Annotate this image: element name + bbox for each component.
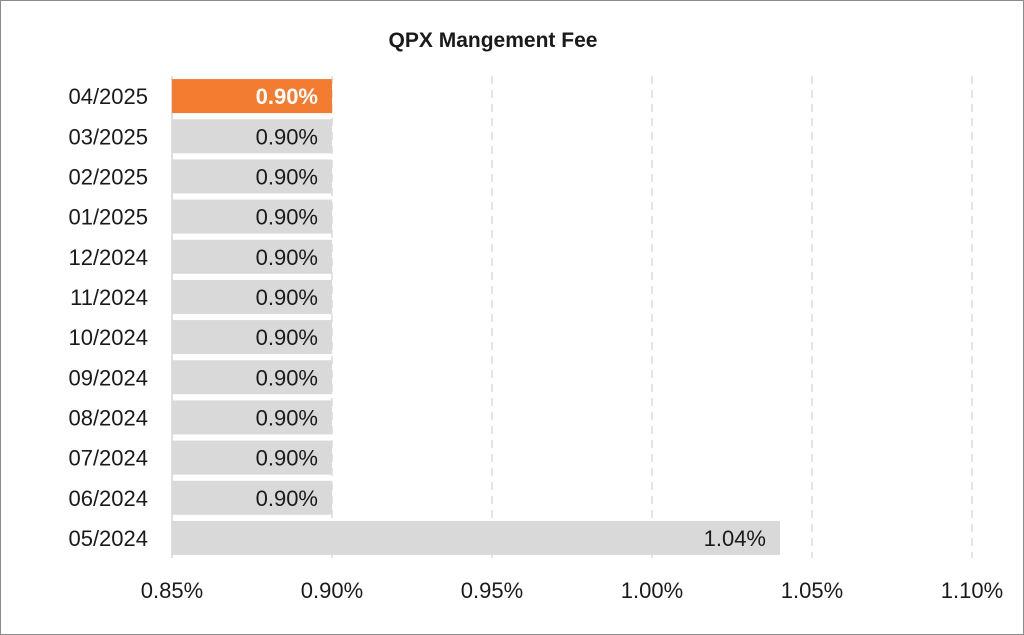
bar (172, 320, 332, 355)
category-label: 08/2024 (68, 405, 148, 430)
bar (172, 119, 332, 154)
value-label: 0.90% (256, 446, 318, 471)
value-label: 0.90% (256, 245, 318, 270)
bar-highlight (172, 79, 332, 114)
x-tick-label: 1.00% (621, 578, 683, 603)
value-label: 0.90% (256, 164, 318, 189)
value-label: 0.90% (256, 84, 318, 109)
value-labels: 0.90% 0.90% 0.90% 0.90% 0.90% 0.90% 0.90% 0.90%… (256, 84, 766, 551)
value-label: 1.04% (704, 526, 766, 551)
value-label: 0.90% (256, 365, 318, 390)
gridlines (171, 76, 973, 558)
bar (172, 199, 332, 234)
category-label: 06/2024 (68, 486, 148, 511)
bar (172, 159, 332, 194)
value-label: 0.90% (256, 325, 318, 350)
bars (172, 79, 780, 555)
category-label: 05/2024 (68, 526, 148, 551)
bar (172, 239, 332, 274)
value-label: 0.90% (256, 285, 318, 310)
category-label: 02/2025 (68, 164, 148, 189)
category-label: 04/2025 (68, 84, 148, 109)
x-tick-label: 1.10% (941, 578, 1003, 603)
value-label: 0.90% (256, 205, 318, 230)
bar (172, 360, 332, 395)
category-label: 07/2024 (68, 446, 148, 471)
category-label: 10/2024 (68, 325, 148, 350)
category-label: 09/2024 (68, 365, 148, 390)
category-label: 03/2025 (68, 124, 148, 149)
category-label: 11/2024 (70, 285, 148, 310)
bar (172, 520, 780, 555)
chart-title: QPX Mangement Fee (388, 29, 598, 52)
bar (172, 480, 332, 515)
x-tick-label: 0.90% (301, 578, 363, 603)
bar (172, 440, 332, 475)
value-label: 0.90% (256, 124, 318, 149)
x-tick-labels: 0.85% 0.90% 0.95% 1.00% 1.05% 1.10% (141, 578, 1003, 603)
category-labels: 04/2025 03/2025 02/2025 01/2025 12/2024 11/20… (68, 84, 148, 551)
value-label: 0.90% (256, 486, 318, 511)
bar (172, 400, 332, 435)
value-label: 0.90% (256, 405, 318, 430)
bar (172, 279, 332, 314)
x-tick-label: 0.95% (461, 578, 523, 603)
x-tick-label: 1.05% (781, 578, 843, 603)
category-label: 12/2024 (68, 245, 148, 270)
x-tick-label: 0.85% (141, 578, 203, 603)
category-label: 01/2025 (68, 205, 148, 230)
